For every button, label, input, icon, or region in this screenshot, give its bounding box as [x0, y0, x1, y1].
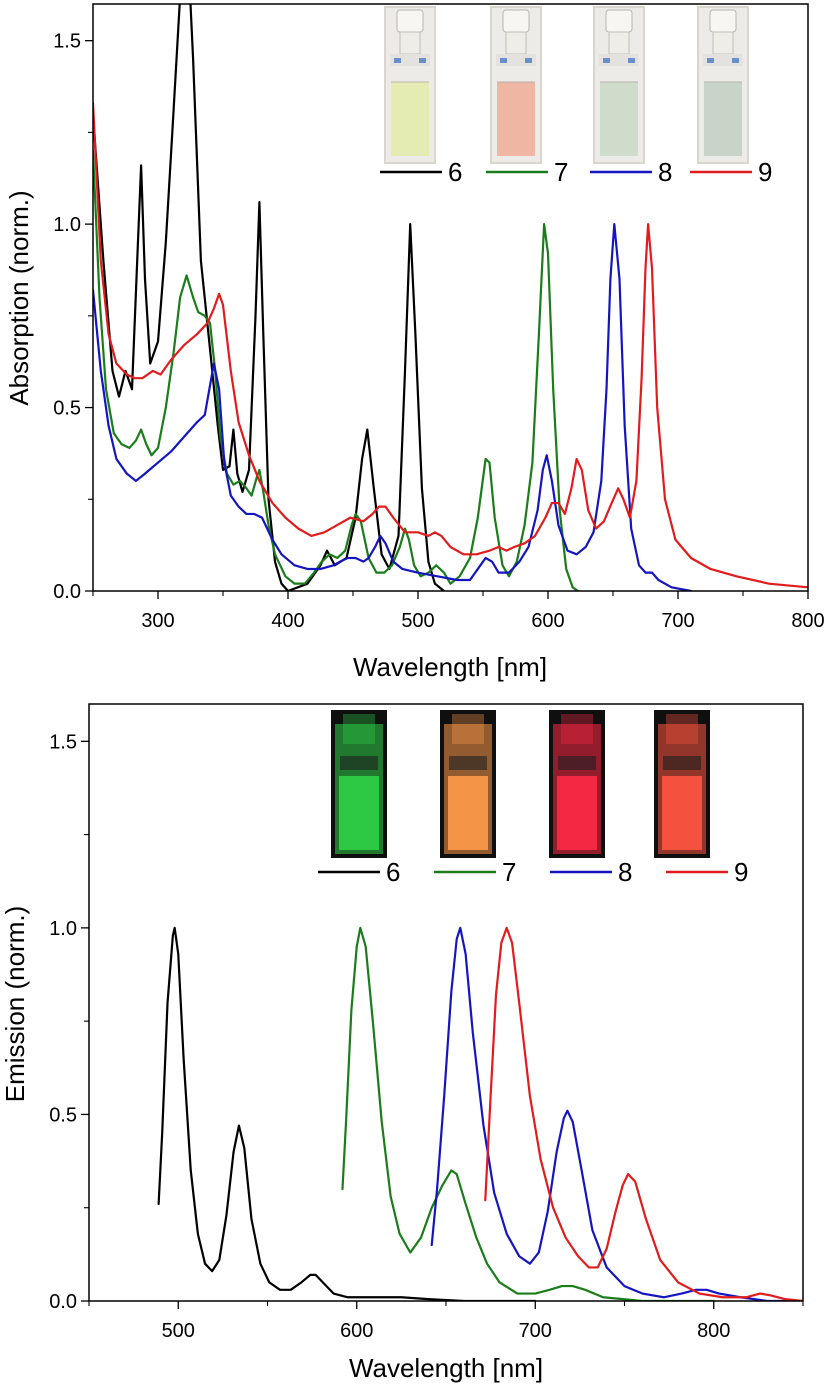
absorption-legend-label-8: 8 [658, 157, 672, 187]
absorption-series-line-7 [93, 149, 579, 591]
emission-x-tick-label: 700 [519, 1320, 552, 1342]
emission-legend: 6 7 8 9 [318, 857, 748, 887]
absorption-x-tick-label: 700 [661, 610, 694, 632]
emission-y-tick-label: 0.0 [49, 1291, 77, 1313]
emission-legend-label-7: 7 [502, 857, 516, 887]
cuvette-photo-9-absorption [697, 6, 749, 164]
emission-legend-label-6: 6 [386, 857, 400, 887]
emission-legend-label-8: 8 [618, 857, 632, 887]
cuvette-photo-6-emission [331, 710, 387, 858]
absorption-y-tick-label: 1.0 [53, 214, 81, 236]
absorption-x-tick-label: 600 [531, 610, 564, 632]
absorption-legend-label-7: 7 [554, 157, 568, 187]
absorption-y-tick-label: 0.0 [53, 581, 81, 603]
emission-x-tick-label: 500 [162, 1320, 195, 1342]
absorption-x-tick-label: 300 [141, 610, 174, 632]
absorption-y-tick-label: 0.5 [53, 398, 81, 420]
emission-plot-frame [88, 703, 804, 1302]
absorption-series-line-6 [93, 4, 446, 591]
emission-y-tick-label: 1.0 [49, 918, 77, 940]
cuvette-photo-6-absorption [384, 6, 436, 164]
absorption-legend: 6 7 8 9 [380, 157, 772, 187]
emission-y-tick-label: 0.5 [49, 1104, 77, 1126]
cuvette-photo-7-emission [440, 710, 496, 858]
emission-x-tick-label: 600 [340, 1320, 373, 1342]
absorption-panel: 300 400 500 600 700 800 0.0 0.5 1.0 1.5 Wavelengt… [4, 3, 825, 682]
absorption-x-tick-label: 500 [401, 610, 434, 632]
absorption-y-tick-label: 1.5 [53, 31, 81, 53]
absorption-series-line-8 [93, 223, 693, 591]
cuvette-photo-7-absorption [490, 6, 542, 164]
absorption-x-tick-label: 800 [791, 610, 824, 632]
emission-x-axis-title: Wavelength [nm] [349, 1353, 543, 1383]
absorption-y-axis-title: Absorption (norm.) [4, 190, 34, 405]
cuvette-photo-8-emission [549, 710, 605, 858]
absorption-cuvette-photos [384, 6, 749, 164]
absorption-x-axis-title: Wavelength [nm] [353, 652, 547, 682]
emission-cuvette-photos [331, 710, 710, 858]
emission-panel: 500 600 700 800 0.0 0.5 1.0 1.5 Wavelength [nm]… [0, 703, 804, 1383]
absorption-legend-label-9: 9 [758, 157, 772, 187]
emission-y-axis-title: Emission (norm.) [0, 906, 30, 1102]
absorption-plot-frame [92, 3, 809, 592]
emission-series-line-7 [341, 926, 715, 1301]
emission-legend-label-9: 9 [734, 857, 748, 887]
absorption-legend-label-6: 6 [448, 157, 462, 187]
absorption-series-line-9 [93, 101, 808, 589]
absorption-x-tick-label: 400 [271, 610, 304, 632]
cuvette-photo-9-emission [654, 710, 710, 858]
emission-series-line-6 [157, 926, 537, 1301]
cuvette-photo-8-absorption [593, 6, 645, 164]
emission-x-tick-label: 800 [697, 1320, 730, 1342]
emission-y-tick-label: 1.5 [49, 731, 77, 753]
emission-series-line-9 [484, 926, 803, 1301]
